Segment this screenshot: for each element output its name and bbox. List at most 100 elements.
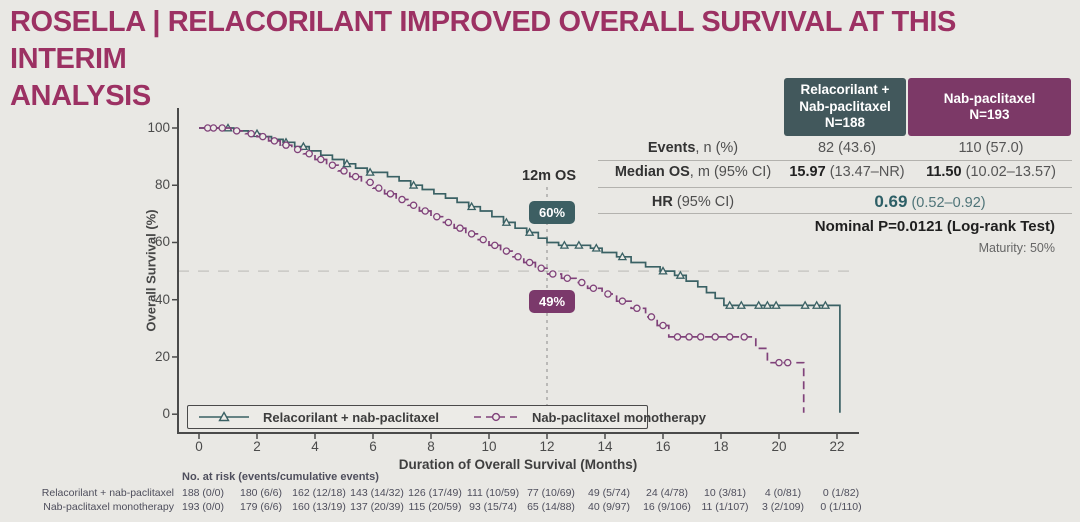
- censor-circle-marker: [259, 132, 267, 141]
- censor-circle-marker: [293, 145, 302, 154]
- legend-label-relacorilant: Relacorilant + nab-paclitaxel: [263, 409, 439, 425]
- censor-circle-marker: [247, 129, 255, 138]
- censor-circle-marker: [340, 167, 348, 175]
- median-os-row-label: Median OS, m (95% CI): [614, 164, 772, 180]
- x-tick-label: 6: [369, 439, 377, 454]
- censor-circle-marker: [589, 284, 598, 293]
- censor-circle-marker: [218, 124, 226, 132]
- at-risk-value: 40 (9/97): [587, 501, 631, 513]
- x-axis-label: Duration of Overall Survival (Months): [398, 457, 638, 472]
- km-curve-monotherapy: [199, 127, 805, 413]
- 12m-os-annotation-label: 12m OS: [522, 168, 576, 184]
- pvalue-text: Nominal P=0.0121 (Log-rank Test): [814, 218, 1055, 235]
- censor-triangle-marker: [736, 300, 747, 309]
- censor-circle-marker: [514, 253, 522, 261]
- censor-circle-marker: [696, 333, 705, 341]
- at-risk-value: 143 (14/32): [350, 487, 404, 499]
- censor-triangle-marker: [771, 300, 781, 309]
- censor-circle-marker: [209, 124, 218, 132]
- y-tick-label: 80: [154, 177, 170, 193]
- at-risk-value: 0 (1/110): [820, 501, 862, 513]
- hr-value: 0.69 (0.52–0.92): [874, 192, 986, 211]
- censor-circle-marker: [604, 290, 612, 298]
- censor-circle-marker: [444, 218, 453, 227]
- x-tick-label: 8: [427, 439, 435, 454]
- y-tick-label: 100: [147, 120, 170, 135]
- triangle-marker-icon: [218, 411, 230, 422]
- censor-circle-marker: [775, 358, 783, 367]
- censor-circle-marker: [398, 195, 406, 204]
- x-tick-label: 2: [253, 439, 261, 454]
- legend: Relacorilant + nab-paclitaxel Nab-paclit…: [187, 405, 706, 429]
- median-os-relacorilant: 15.97 (13.47–NR): [789, 164, 905, 180]
- censor-triangle-marker: [811, 300, 822, 309]
- at-risk-value: 93 (15/74): [469, 501, 517, 513]
- circle-marker-icon: [491, 412, 501, 422]
- censor-circle-marker: [740, 333, 748, 341]
- censor-circle-marker: [725, 333, 734, 341]
- axes: [177, 108, 859, 434]
- x-tick-label: 0: [195, 439, 203, 454]
- censor-circle-marker: [673, 333, 682, 341]
- censor-triangle-marker: [524, 227, 535, 236]
- events-row-label: Events, n (%): [647, 140, 739, 156]
- censor-triangle-marker: [762, 300, 773, 309]
- median-os-monotherapy: 11.50 (10.02–13.57): [926, 164, 1056, 180]
- censor-triangle-marker: [559, 240, 570, 249]
- censor-circle-marker: [479, 235, 487, 244]
- at-risk-value: 160 (13/19): [292, 501, 346, 513]
- page-title-line1: ROSELLA | RELACORILANT IMPROVED OVERALL …: [10, 6, 956, 75]
- censor-triangle-marker: [501, 217, 512, 226]
- y-axis-label: Overall Survival (%): [143, 209, 159, 332]
- censor-triangle-marker: [298, 141, 309, 151]
- censor-circle-marker: [659, 321, 667, 330]
- censor-circle-marker: [456, 224, 464, 232]
- censor-circle-marker: [502, 247, 511, 255]
- censor-triangle-marker: [342, 158, 352, 168]
- censor-triangle-marker: [466, 201, 477, 211]
- hr-row-label: HR (95% CI): [651, 194, 735, 210]
- censor-circle-marker: [232, 127, 241, 135]
- header-name-line: Relacorilant +: [800, 82, 890, 98]
- at-risk-value: 65 (14/88): [527, 501, 575, 513]
- at-risk-value: 4 (0/81): [764, 487, 802, 499]
- censor-circle-marker: [386, 190, 395, 198]
- censor-triangle-marker: [365, 167, 375, 176]
- events-value-relacorilant: 82 (43.6): [817, 140, 877, 156]
- y-tick-label: 60: [154, 234, 170, 250]
- censor-circle-marker: [282, 141, 290, 149]
- censor-triangle-marker: [753, 300, 764, 309]
- at-risk-value: 137 (20/39): [350, 501, 404, 513]
- censor-triangle-marker: [675, 270, 686, 279]
- monotherapy-line-swatch: [473, 411, 519, 423]
- censor-triangle-marker: [617, 251, 628, 261]
- page-title: ROSELLA | RELACORILANT IMPROVED OVERALL …: [10, 4, 1076, 115]
- at-risk-value: 193 (0/0): [181, 501, 225, 513]
- censor-circle-marker: [366, 178, 374, 187]
- censor-circle-marker: [467, 230, 476, 238]
- censor-triangle-marker: [591, 243, 602, 252]
- maturity-text: Maturity: 50%: [978, 241, 1055, 255]
- table-divider: [598, 187, 1072, 188]
- at-risk-value: 126 (17/49): [408, 487, 462, 499]
- censor-circle-marker: [491, 241, 499, 250]
- censor-triangle-marker: [800, 300, 810, 309]
- censor-circle-marker: [421, 207, 429, 215]
- censor-circle-marker: [317, 155, 325, 164]
- censor-triangle-marker: [724, 300, 735, 309]
- at-risk-value: 115 (20/59): [408, 501, 462, 513]
- censor-triangle-marker: [574, 240, 584, 249]
- at-risk-value: 188 (0/0): [181, 487, 225, 499]
- censor-circle-marker: [578, 278, 586, 287]
- censor-circle-marker: [305, 150, 313, 158]
- at-risk-value: 16 (9/106): [643, 501, 691, 513]
- header-n: N=188: [824, 115, 866, 131]
- censor-circle-marker: [351, 172, 360, 181]
- y-tick-label: 40: [154, 291, 170, 307]
- at-risk-value: 180 (6/6): [239, 487, 283, 499]
- x-tick-label: 10: [481, 439, 497, 454]
- relacorilant-line-swatch: [198, 411, 250, 423]
- table-divider: [598, 160, 1072, 161]
